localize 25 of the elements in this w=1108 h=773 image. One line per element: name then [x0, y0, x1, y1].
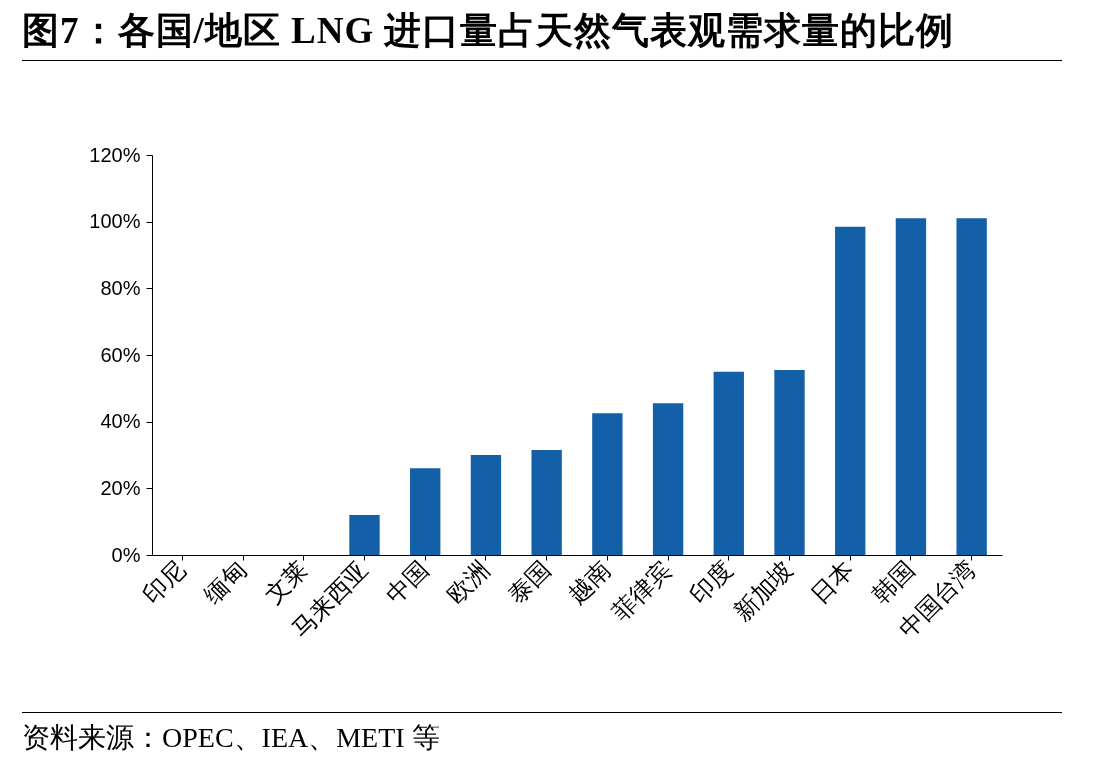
text: 资料来源：OPEC、IEA、METI 等 [22, 712, 1062, 757]
y-tick-label: 120% [89, 143, 141, 166]
x-tick-label: 缅甸 [198, 555, 253, 610]
y-tick-label: 0% [111, 543, 141, 566]
bar [835, 226, 866, 555]
bar [470, 455, 502, 555]
y-tick-label: 100% [89, 210, 141, 233]
bar [410, 468, 441, 555]
bar [652, 403, 684, 555]
bar [592, 413, 623, 555]
bar [956, 218, 987, 555]
x-tick-label: 日本 [805, 555, 860, 610]
bar [774, 370, 805, 555]
chart-title: 图7：各国/地区 LNG 进口量占天然气表观需求量的比例 [22, 6, 1062, 61]
bar [531, 450, 562, 555]
y-tick-label: 80% [100, 276, 141, 299]
x-tick-label: 欧洲 [441, 555, 496, 610]
bar [895, 218, 927, 555]
bar [713, 371, 744, 555]
y-tick-label: 60% [100, 343, 141, 366]
bar [349, 515, 380, 555]
x-tick-label: 中国 [380, 555, 435, 610]
x-tick-label: 泰国 [502, 555, 556, 610]
y-tick-label: 20% [100, 476, 141, 499]
y-tick-label: 40% [100, 410, 141, 433]
